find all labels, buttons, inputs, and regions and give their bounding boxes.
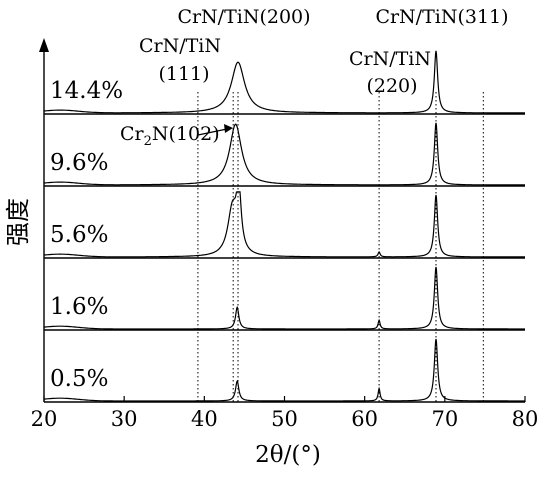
x-tick-label: 60: [351, 407, 378, 431]
x-tick-label: 80: [512, 407, 539, 431]
series-line: [43, 191, 525, 258]
x-tick-label: 20: [31, 407, 58, 431]
annotation-220-name: CrN/TiN: [349, 48, 431, 70]
annotation-200: CrN/TiN(200): [177, 6, 310, 28]
x-axis-title: 2θ/(°): [255, 442, 321, 468]
series-label: 1.6%: [50, 294, 108, 320]
annotation-311: CrN/TiN(311): [375, 6, 508, 28]
x-tick-label: 50: [271, 407, 298, 431]
annotation-arrowhead: [224, 124, 233, 133]
annotation-cr2n: Cr2N(102): [120, 123, 220, 149]
series-line: [44, 122, 525, 186]
annotation-111-index: (111): [158, 63, 209, 85]
series-label: 5.6%: [50, 222, 108, 248]
x-tick-label: 70: [431, 407, 458, 431]
series-line: [44, 338, 525, 402]
series-line: [44, 266, 525, 330]
series-label: 0.5%: [50, 366, 108, 392]
labels: 14.4% 9.6% 5.6% 1.6% 0.5% 20 30 40 50 60 70 80 2θ/(°…: [4, 6, 538, 468]
annotation-arrow: [197, 128, 228, 136]
annotation-220-index: (220): [366, 75, 417, 97]
series-label: 14.4%: [50, 78, 123, 104]
x-tick-label: 40: [191, 407, 218, 431]
y-axis-title: 强度: [4, 198, 32, 246]
y-axis-arrow: [39, 38, 49, 52]
axes: [39, 38, 526, 403]
series-label: 9.6%: [50, 150, 108, 176]
x-tick-label: 30: [111, 407, 138, 431]
annotation-111-name: CrN/TiN: [139, 35, 221, 57]
series-line: [44, 50, 525, 114]
